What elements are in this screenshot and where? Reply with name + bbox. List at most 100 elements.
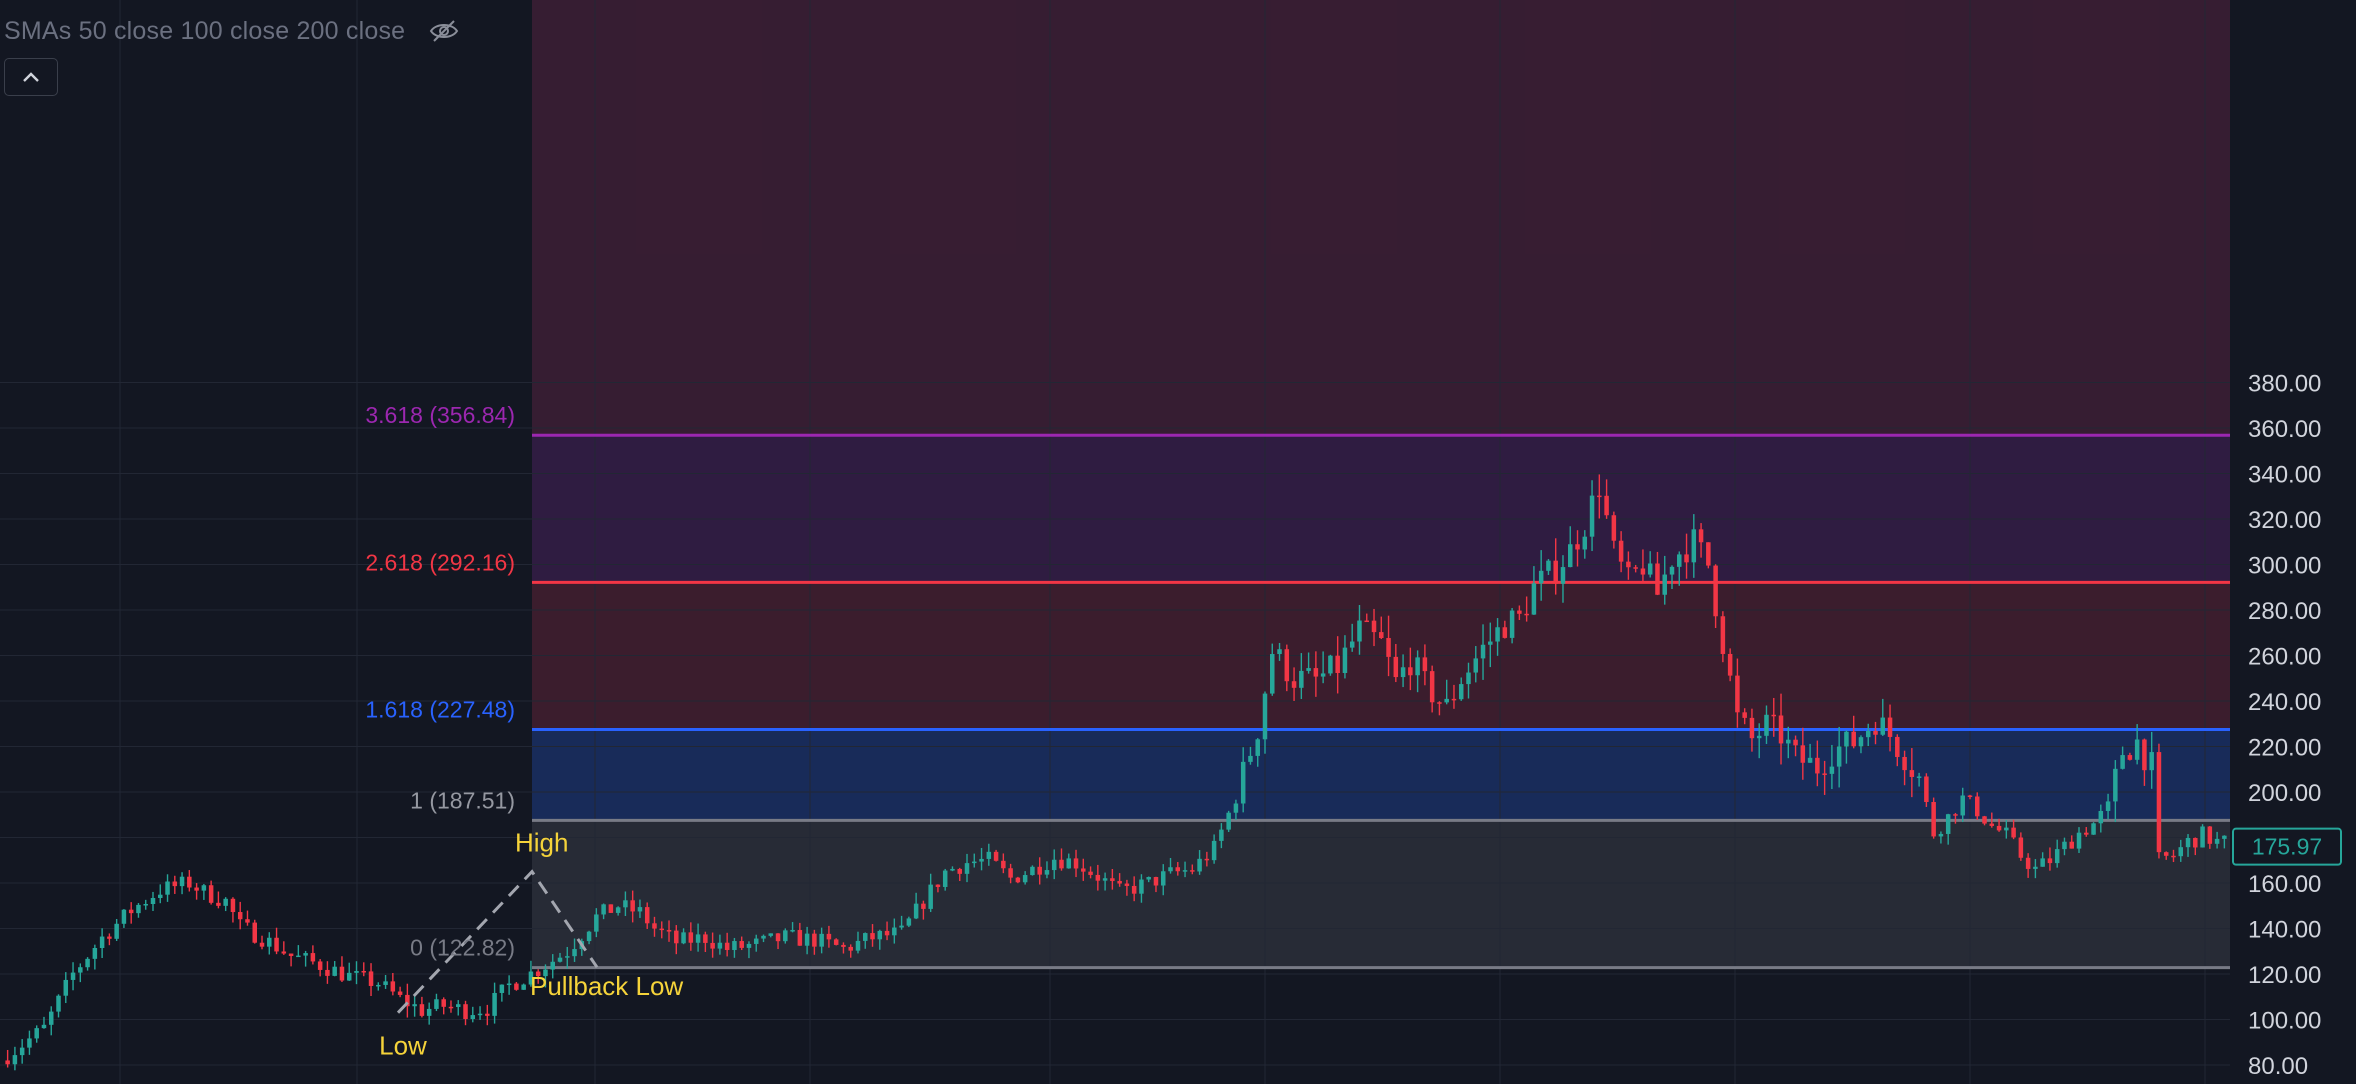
candle [332,961,337,977]
fib-zone [532,435,2230,583]
fib-label: 1.618 (227.48) [365,696,515,722]
fib-label: 2.618 (292.16) [365,549,515,575]
annotation-pullback-low: Pullback Low [530,971,683,1001]
candle [230,897,236,923]
candle [1270,643,1275,696]
candle [1495,618,1500,656]
price-tick-label: 140.00 [2248,917,2321,944]
candle [1139,874,1144,903]
price-tick-label: 360.00 [2248,416,2321,443]
candle [855,931,861,954]
candle [1386,615,1391,677]
candle [2105,793,2111,820]
candle [964,853,970,883]
candle [310,945,316,965]
current-price-value: 175.97 [2252,834,2322,860]
price-tick-label: 220.00 [2248,735,2321,762]
candle [1633,564,1638,573]
candle [615,906,621,916]
candle [797,922,803,946]
candle [274,927,279,955]
candle [405,983,410,1018]
candle [412,994,417,1017]
candle [1800,727,1806,780]
annotation-low: Low [379,1031,427,1061]
candle [1408,647,1413,691]
candle [1945,813,1951,845]
candle [1480,624,1486,680]
annotation-high: High [515,828,568,858]
candle [2062,837,2067,856]
candle [303,950,308,967]
zigzag-line[interactable] [396,869,599,1014]
candle [1219,823,1224,849]
candle [1604,479,1609,519]
candle [572,938,577,962]
candle [1975,792,1980,821]
candle [637,899,643,918]
candle [201,883,207,900]
candle [1095,864,1101,891]
pattern-annotations: Low High Pullback Low [379,828,683,1061]
candle [2084,827,2089,837]
candle [1706,542,1711,569]
candle [448,1000,454,1013]
candle [267,932,272,955]
indicator-legend: SMAs 50 close 100 close 200 close [4,14,461,48]
candle [1371,608,1377,647]
candle [1081,858,1086,881]
candle [1895,734,1900,767]
candle [1546,559,1551,575]
candle [1160,864,1166,896]
candle [1429,665,1435,713]
candle [681,928,686,945]
candle [906,916,912,928]
candle [2200,824,2205,848]
candle [535,969,541,984]
candle [506,975,512,995]
candle [12,1046,18,1071]
candle [1989,812,1995,828]
fib-zone-top [532,0,2230,436]
candle [877,929,883,950]
candle [739,936,744,951]
candle [1262,691,1268,754]
candle [1916,772,1922,787]
chevron-up-icon [23,72,39,82]
candle [783,928,788,944]
candle [1698,523,1704,558]
candle [775,933,781,950]
candle [1393,643,1399,683]
candle [768,933,774,938]
candle [1030,865,1035,876]
candle [724,932,730,957]
candle [688,922,694,951]
candle [594,908,599,938]
candle [1117,873,1122,887]
eye-crossed-icon[interactable] [427,14,461,48]
candle [1473,646,1479,683]
candle [143,899,148,910]
candle [463,1000,468,1026]
price-axis: 80.00100.00120.00140.00160.00180.00200.0… [2232,0,2356,1084]
candle [2076,827,2082,854]
candle [1088,866,1093,879]
candle [1204,851,1210,867]
candle [1647,551,1653,578]
candle [1255,738,1260,767]
candle [2040,852,2045,867]
candle [1880,698,1886,736]
collapse-legend-button[interactable] [4,58,58,96]
candle [1364,613,1369,623]
candle [1044,861,1050,879]
candle [1640,549,1646,583]
candle [1538,550,1544,601]
candle [158,884,163,904]
candle [1342,635,1348,679]
candle [586,930,592,945]
candle [1749,708,1755,752]
candle [259,935,265,950]
candle [1320,651,1326,684]
candle [659,921,665,939]
